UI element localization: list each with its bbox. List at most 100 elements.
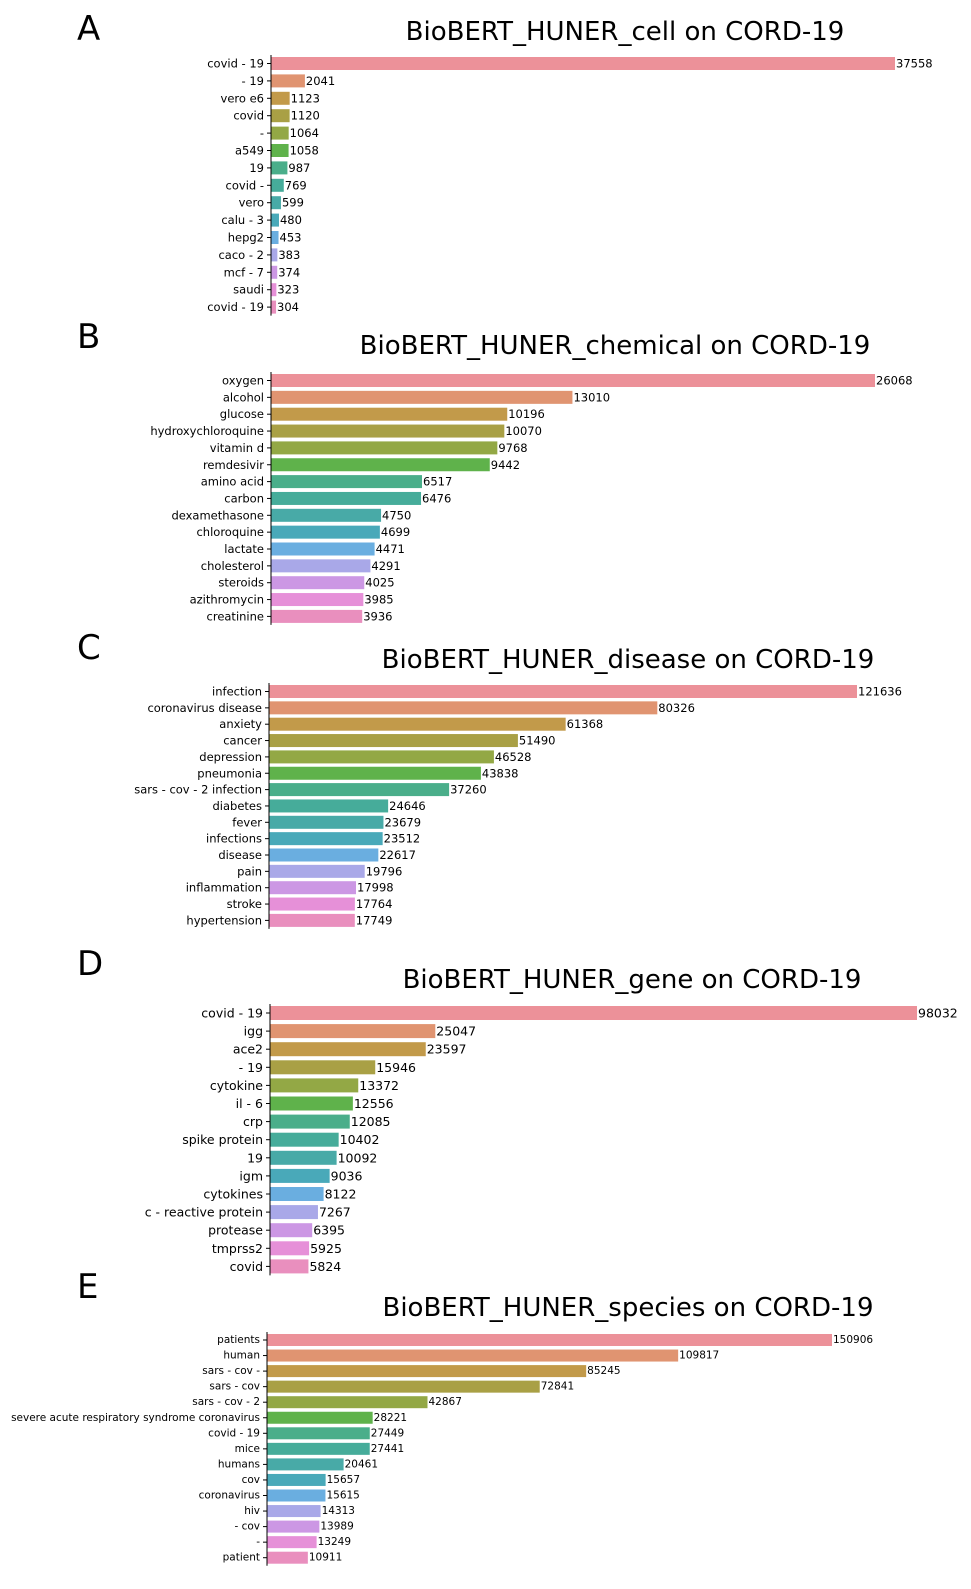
bar (271, 525, 380, 539)
category-label: covid - 19 (201, 1006, 263, 1021)
bar (270, 1187, 324, 1201)
bar (271, 441, 498, 455)
value-label: 15615 (326, 1490, 359, 1502)
category-label: covid - 19 (207, 300, 264, 314)
bar (271, 475, 422, 489)
value-label: 323 (277, 283, 299, 297)
bar (270, 1096, 353, 1111)
panel-letter: B (77, 317, 100, 357)
category-label: sars - cov (209, 1381, 260, 1393)
value-label: 19796 (366, 864, 403, 878)
value-label: 1120 (291, 109, 320, 123)
category-label: caco - 2 (218, 248, 264, 262)
value-label: 9036 (331, 1168, 363, 1183)
category-label: sars - cov - 2 (192, 1396, 260, 1408)
bar (271, 508, 382, 522)
bar (269, 913, 355, 927)
bar (267, 1458, 344, 1471)
bar (270, 1223, 313, 1238)
value-label: 4699 (381, 525, 410, 539)
bar (267, 1334, 832, 1346)
chart-title: BioBERT_HUNER_gene on CORD-19 (403, 965, 862, 995)
bar (269, 750, 494, 764)
bar (270, 1078, 359, 1093)
panel-letter: D (77, 944, 103, 984)
category-label: stroke (227, 897, 262, 911)
bar (271, 407, 508, 421)
value-label: 12085 (351, 1114, 391, 1129)
category-label: patient (223, 1552, 260, 1564)
panel-a: A BioBERT_HUNER_cell on CORD-19 covid - 19… (77, 9, 933, 316)
category-label: a549 (235, 144, 264, 158)
bar (271, 390, 573, 404)
bar (267, 1536, 317, 1549)
value-label: 7267 (319, 1205, 351, 1220)
category-label: hepg2 (228, 231, 264, 245)
bar (267, 1505, 321, 1518)
category-label: diabetes (213, 799, 263, 813)
category-label: crp (243, 1114, 263, 1129)
value-label: 85245 (587, 1365, 620, 1377)
value-label: 42867 (428, 1396, 461, 1408)
bar (270, 1024, 436, 1039)
category-label: remdesivir (203, 458, 264, 472)
value-label: 37558 (896, 57, 933, 71)
value-label: 6395 (313, 1223, 345, 1238)
bar (269, 897, 355, 911)
value-label: 12556 (354, 1096, 394, 1111)
bar (271, 213, 279, 227)
value-label: 26068 (876, 374, 913, 388)
value-label: 13249 (318, 1536, 351, 1548)
bar (269, 734, 518, 748)
category-label: covid - 19 (207, 57, 264, 71)
bar (271, 161, 288, 175)
panel-letter: E (77, 1267, 98, 1307)
bar (271, 424, 505, 438)
bar (271, 491, 422, 505)
category-label: protease (208, 1223, 263, 1238)
value-label: 5824 (309, 1259, 341, 1274)
value-label: 24646 (389, 799, 426, 813)
category-label: steroids (218, 576, 264, 590)
category-label: hydroxychloroquine (150, 424, 264, 438)
bar (271, 458, 490, 472)
category-label: calu - 3 (221, 213, 264, 227)
bar (270, 1150, 337, 1165)
chart-title: BioBERT_HUNER_cell on CORD-19 (406, 17, 845, 47)
value-label: 17764 (356, 897, 393, 911)
category-label: covid - 19 (208, 1427, 260, 1439)
value-label: 43838 (482, 766, 519, 780)
bar (269, 799, 389, 813)
category-label: human (223, 1350, 260, 1362)
value-label: 2041 (306, 74, 335, 88)
value-label: 4750 (382, 508, 411, 522)
bar (271, 283, 277, 297)
value-label: 9442 (491, 458, 520, 472)
panel-letter: C (77, 628, 101, 668)
bar (271, 57, 895, 70)
bar (271, 126, 289, 140)
category-label: saudi (233, 283, 264, 297)
bar (269, 881, 357, 895)
category-label: patients (217, 1334, 260, 1346)
bar (270, 1205, 318, 1220)
bar (271, 178, 284, 192)
bar (267, 1551, 308, 1564)
bar (267, 1489, 326, 1502)
category-label: igg (244, 1024, 263, 1039)
bar (271, 593, 364, 607)
category-label: cytokine (210, 1078, 263, 1093)
category-label: disease (218, 848, 262, 862)
bar (271, 144, 289, 157)
bar (269, 848, 379, 862)
bar (270, 1168, 330, 1183)
category-label: azithromycin (190, 593, 264, 607)
chart-title: BioBERT_HUNER_chemical on CORD-19 (360, 331, 871, 361)
bar (270, 1241, 310, 1256)
bar (267, 1411, 373, 1424)
category-label: sars - cov - 2 infection (134, 783, 262, 797)
bar (271, 109, 290, 123)
value-label: 10070 (505, 424, 542, 438)
bar (267, 1380, 540, 1393)
value-label: 23679 (384, 815, 421, 829)
